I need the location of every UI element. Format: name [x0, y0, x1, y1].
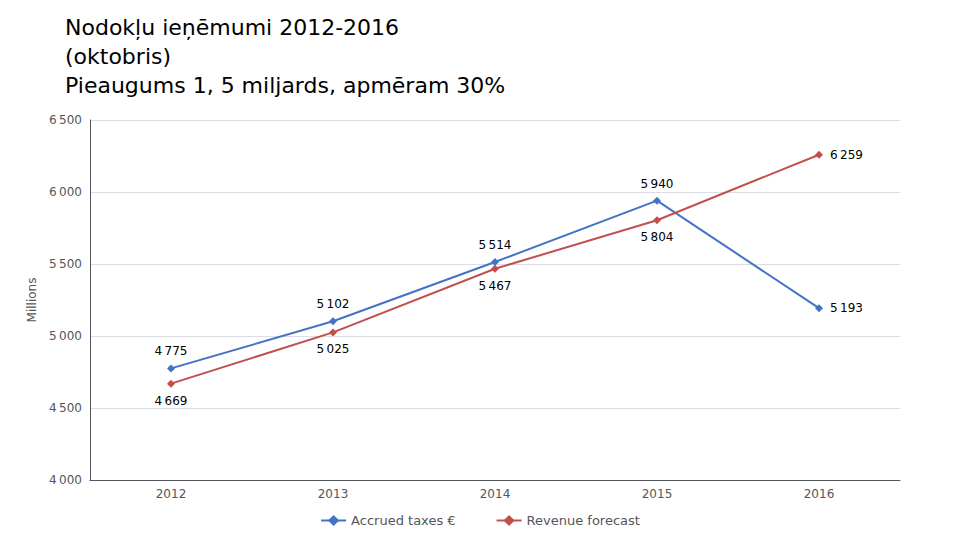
svg-text:5 804: 5 804 — [641, 230, 674, 244]
svg-text:5 514: 5 514 — [479, 238, 512, 252]
svg-text:2014: 2014 — [480, 487, 511, 501]
svg-text:5 193: 5 193 — [830, 301, 863, 315]
svg-text:6 500: 6 500 — [49, 113, 82, 127]
svg-text:Revenue forecast: Revenue forecast — [527, 513, 640, 528]
svg-text:2015: 2015 — [642, 487, 673, 501]
svg-text:Pieaugums 1, 5 miljards, apmēr: Pieaugums 1, 5 miljards, apmēram 30% — [65, 73, 505, 98]
svg-text:4 775: 4 775 — [155, 344, 188, 358]
svg-text:6 000: 6 000 — [49, 185, 82, 199]
svg-text:6 259: 6 259 — [830, 148, 863, 162]
svg-text:(oktobris): (oktobris) — [65, 44, 171, 69]
svg-text:2013: 2013 — [318, 487, 349, 501]
svg-text:2012: 2012 — [156, 487, 187, 501]
svg-text:4 000: 4 000 — [49, 473, 82, 487]
svg-text:Millions: Millions — [25, 278, 39, 323]
svg-text:5 467: 5 467 — [479, 279, 512, 293]
svg-text:5 102: 5 102 — [317, 297, 350, 311]
svg-text:Accrued taxes €: Accrued taxes € — [351, 513, 455, 528]
svg-text:2016: 2016 — [804, 487, 835, 501]
svg-text:5 000: 5 000 — [49, 329, 82, 343]
svg-text:4 500: 4 500 — [49, 401, 82, 415]
svg-text:5 025: 5 025 — [317, 342, 350, 356]
svg-text:Nodokļu ieņēmumi 2012-2016: Nodokļu ieņēmumi 2012-2016 — [65, 15, 399, 40]
svg-text:4 669: 4 669 — [155, 394, 188, 408]
svg-text:5 940: 5 940 — [641, 177, 674, 191]
svg-text:5 500: 5 500 — [49, 257, 82, 271]
